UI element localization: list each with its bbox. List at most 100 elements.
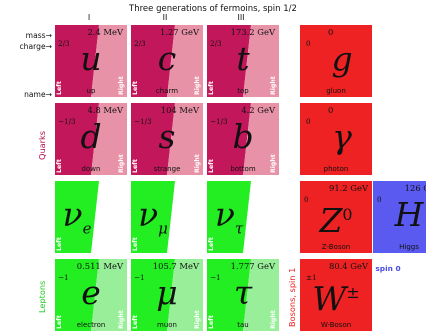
tau-neutrino-cell[interactable]: ντ Left xyxy=(207,181,279,253)
particle-mass: 91.2 GeV xyxy=(328,183,368,193)
muon-neutrino-cell[interactable]: νμ Left xyxy=(131,181,203,253)
particle-charge: ±1 xyxy=(306,273,317,282)
particle-charge: −1 xyxy=(134,273,145,282)
left-label: Left xyxy=(208,159,215,173)
particle-charge: −1 xyxy=(58,273,69,282)
particle-name: Z-Boson xyxy=(321,243,351,251)
particle-symbol: s xyxy=(158,117,176,156)
particle-name: charm xyxy=(155,87,179,95)
generation-label-3: III xyxy=(237,13,245,22)
higgs-cell[interactable]: 126 GeV 0 H Higgs xyxy=(373,181,426,253)
particle-symbol: u xyxy=(80,39,102,78)
particle-name: tau xyxy=(237,321,249,329)
particle-symbol: t xyxy=(236,39,250,78)
up-quark-cell[interactable]: 2.4 MeV 2/3 u up Left Right xyxy=(55,25,127,97)
charm-quark-cell[interactable]: 1.27 GeV 2/3 c charm Left Right xyxy=(131,25,203,97)
particle-name: up xyxy=(86,87,96,95)
bosons-group-label: Bosons, spin 1 xyxy=(287,267,297,327)
left-label: Left xyxy=(56,159,63,173)
right-label: Right xyxy=(118,310,125,329)
particle-mass: 173.2 GeV xyxy=(230,27,275,37)
right-label: Right xyxy=(118,76,125,95)
leptons-group-label: Leptons xyxy=(37,280,47,313)
particle-mass: 80.4 GeV xyxy=(328,261,368,271)
quarks-group-label: Quarks xyxy=(37,130,47,160)
particle-symbol: νμ xyxy=(138,195,168,238)
w-boson-cell[interactable]: 80.4 GeV ±1 W± W-Boson xyxy=(300,259,372,331)
left-label: Left xyxy=(56,81,63,95)
right-label: Right xyxy=(194,76,201,95)
left-label: Left xyxy=(208,315,215,329)
right-label: Right xyxy=(194,310,201,329)
particle-charge: 0 xyxy=(304,195,309,204)
right-label: Right xyxy=(270,154,277,173)
muon-cell[interactable]: 105.7 MeV −1 μ muon Left Right xyxy=(131,259,203,331)
z-boson-cell[interactable]: 91.2 GeV 0 Z0 Z-Boson xyxy=(300,181,372,253)
particle-charge: 0 xyxy=(306,117,311,126)
electron-cell[interactable]: 0.511 MeV −1 e electron Left Right xyxy=(55,259,127,331)
particle-mass: 1.777 GeV xyxy=(230,261,275,271)
bottom-quark-cell[interactable]: 4.2 GeV −1/3 b bottom Left Right xyxy=(207,103,279,175)
name-row-label: name→ xyxy=(24,90,52,99)
left-label: Left xyxy=(208,81,215,95)
particle-mass: 2.4 MeV xyxy=(87,27,123,37)
left-label: Left xyxy=(132,315,139,329)
left-label: Left xyxy=(132,159,139,173)
top-quark-cell[interactable]: 173.2 GeV 2/3 t top Left Right xyxy=(207,25,279,97)
particle-name: photon xyxy=(323,165,349,173)
gluon-cell[interactable]: 0 0 g gluon xyxy=(300,25,372,97)
tau-cell[interactable]: 1.777 GeV −1 τ tau Left Right xyxy=(207,259,279,331)
particle-charge: 0 xyxy=(377,195,382,204)
particle-mass: 104 MeV xyxy=(160,105,199,115)
particle-charge: 2/3 xyxy=(134,39,146,48)
particle-symbol: c xyxy=(157,39,177,78)
mass-row-label: mass→ xyxy=(25,31,52,40)
particle-symbol: H xyxy=(394,195,424,234)
particle-mass: 0 xyxy=(328,27,334,37)
particle-charge: −1 xyxy=(210,273,221,282)
generation-label-1: I xyxy=(87,13,91,22)
chirality-split xyxy=(207,103,279,175)
particle-name: down xyxy=(81,165,101,173)
chirality-split xyxy=(131,103,203,175)
particle-mass: 0.511 MeV xyxy=(76,261,123,271)
particle-symbol: τ xyxy=(233,273,253,312)
left-label: Left xyxy=(56,237,63,251)
particle-symbol: b xyxy=(232,117,254,156)
left-chirality-shape xyxy=(131,181,175,253)
particle-mass: 0 xyxy=(328,105,334,115)
particle-charge: 2/3 xyxy=(210,39,222,48)
strange-quark-cell[interactable]: 104 MeV −1/3 s strange Left Right xyxy=(131,103,203,175)
particle-charge: −1/3 xyxy=(58,117,76,126)
right-label: Right xyxy=(118,154,125,173)
particle-name: gluon xyxy=(326,87,346,95)
electron-neutrino-cell[interactable]: νe Left xyxy=(55,181,127,253)
chirality-split xyxy=(131,25,203,97)
particle-symbol: μ xyxy=(156,273,178,312)
chirality-split xyxy=(55,259,127,331)
particle-symbol: e xyxy=(81,273,101,312)
particle-symbol: d xyxy=(80,117,102,156)
generation-label-2: II xyxy=(162,13,168,22)
left-label: Left xyxy=(132,237,139,251)
left-label: Left xyxy=(56,315,63,329)
down-quark-cell[interactable]: 4.8 MeV −1/3 d down Left Right xyxy=(55,103,127,175)
particle-mass: 4.8 MeV xyxy=(87,105,123,115)
particle-symbol: g xyxy=(331,39,353,78)
particle-name: Higgs xyxy=(399,243,419,251)
particle-charge: 0 xyxy=(306,39,311,48)
right-label: Right xyxy=(270,76,277,95)
photon-cell[interactable]: 0 0 γ photon xyxy=(300,103,372,175)
particle-charge: −1/3 xyxy=(210,117,228,126)
left-label: Left xyxy=(208,237,215,251)
particle-symbol: ντ xyxy=(214,195,244,238)
particle-symbol: W± xyxy=(312,279,360,318)
particle-name: bottom xyxy=(230,165,256,173)
particle-name: muon xyxy=(157,321,177,329)
charge-row-label: charge→ xyxy=(19,42,53,51)
right-label: Right xyxy=(194,154,201,173)
particle-mass: 1.27 GeV xyxy=(159,27,199,37)
particle-name: W-Boson xyxy=(320,321,352,329)
left-label: Left xyxy=(132,81,139,95)
left-chirality-shape xyxy=(55,181,99,253)
